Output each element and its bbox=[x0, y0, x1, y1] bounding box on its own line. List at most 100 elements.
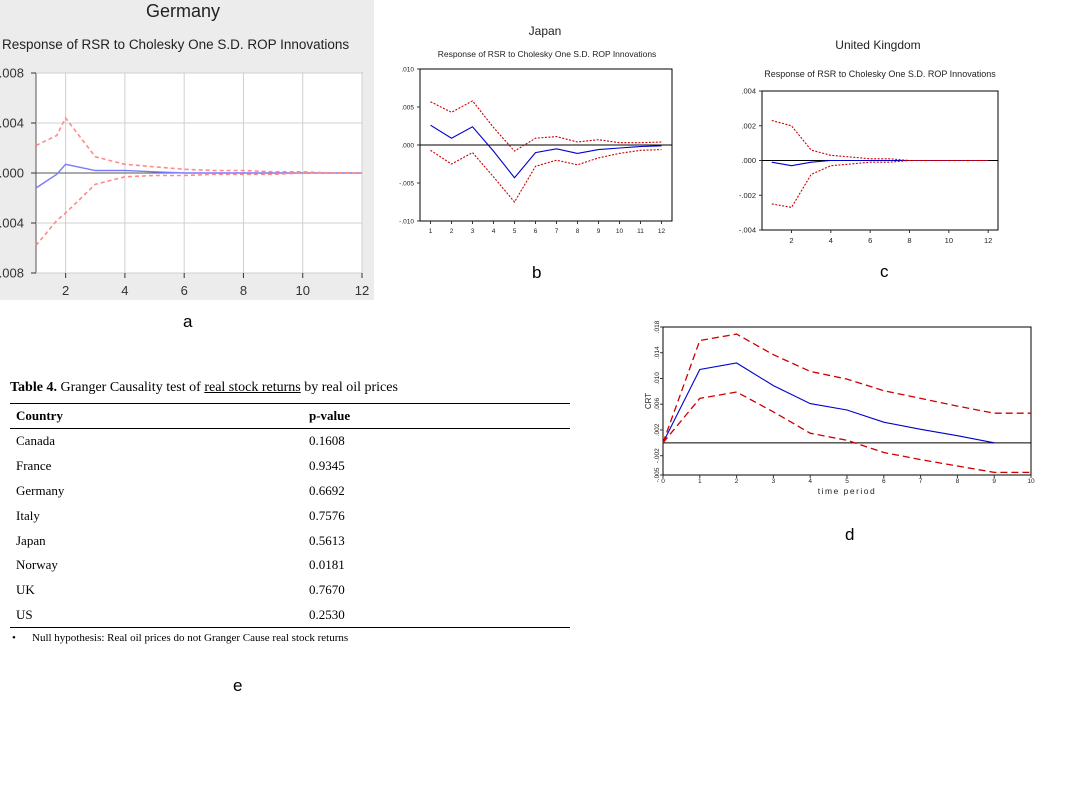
japan-chart-subtitle: Response of RSR to Cholesky One S.D. ROP… bbox=[438, 49, 657, 59]
x-tick-label: 10 bbox=[945, 236, 953, 245]
table-row: UK 0.7670 bbox=[10, 578, 570, 603]
p-value-cell: 0.1608 bbox=[309, 433, 345, 449]
japan-chart: Japan Response of RSR to Cholesky One S.… bbox=[399, 24, 673, 235]
x-tick-label: 11 bbox=[637, 228, 644, 235]
table-row: Japan 0.5613 bbox=[10, 528, 570, 553]
x-tick-label: 10 bbox=[1027, 478, 1035, 485]
x-tick-label: 6 bbox=[868, 236, 872, 245]
granger-causality-table: Table 4. Granger Causality test of real … bbox=[10, 380, 570, 644]
table-caption-underlined: real stock returns bbox=[204, 380, 301, 395]
p-value-cell: 0.5613 bbox=[309, 532, 345, 548]
x-tick-label: 12 bbox=[355, 283, 369, 298]
germany-chart-title: Germany bbox=[146, 1, 220, 21]
x-tick-label: 2 bbox=[450, 228, 454, 235]
x-tick-label: 12 bbox=[658, 228, 666, 235]
x-tick-label: 12 bbox=[984, 236, 992, 245]
p-value-cell: 0.7670 bbox=[309, 582, 345, 598]
p-value-cell: 0.6692 bbox=[309, 482, 345, 498]
table-footnote: • Null hypothesis: Real oil prices do not… bbox=[10, 632, 570, 644]
y-tick-label: .000 bbox=[0, 166, 24, 181]
p-value-cell: 0.7576 bbox=[309, 507, 345, 523]
x-tick-label: 8 bbox=[907, 236, 911, 245]
p-value-cell: 0.2530 bbox=[303, 602, 570, 629]
germany-chart-subtitle: Response of RSR to Cholesky One S.D. ROP… bbox=[2, 37, 349, 52]
japan-upper-line bbox=[430, 100, 662, 152]
column-header-country: Country bbox=[10, 403, 303, 429]
panel-d-upper-line bbox=[662, 333, 1031, 444]
uk-lower-line bbox=[771, 159, 989, 209]
x-tick-label: 6 bbox=[534, 228, 538, 235]
x-tick-label: 4 bbox=[492, 228, 496, 235]
x-tick-label: 7 bbox=[919, 478, 923, 485]
x-tick-label: 8 bbox=[956, 478, 960, 485]
panel-label-d: d bbox=[845, 525, 855, 544]
x-tick-label: 8 bbox=[240, 283, 247, 298]
panel-label-c: c bbox=[880, 262, 889, 281]
table-row: US 0.2530 bbox=[10, 602, 570, 629]
p-value-cell: 0.9345 bbox=[309, 458, 345, 474]
x-tick-label: 2 bbox=[62, 283, 69, 298]
panel-d-xlabel: time period bbox=[818, 486, 877, 496]
country-cell: UK bbox=[16, 582, 35, 598]
x-tick-label: 5 bbox=[845, 478, 849, 485]
x-tick-label: 7 bbox=[555, 228, 559, 235]
x-tick-label: 10 bbox=[295, 283, 309, 298]
uk-chart: United Kingdom Response of RSR to Choles… bbox=[739, 38, 999, 245]
table-row: France 0.9345 bbox=[10, 454, 570, 479]
table-body: Country p-value Canada 0.1608 France 0.934… bbox=[10, 403, 570, 629]
table-row: Germany 0.6692 bbox=[10, 479, 570, 504]
y-tick-label: .006 bbox=[654, 398, 661, 411]
y-tick-label: -.005 bbox=[654, 467, 661, 482]
x-tick-label: 3 bbox=[772, 478, 776, 485]
x-tick-label: 4 bbox=[808, 478, 812, 485]
table-row: Norway 0.0181 bbox=[10, 553, 570, 578]
panel-label-a: a bbox=[183, 312, 193, 331]
y-tick-label: .004 bbox=[741, 87, 756, 96]
country-cell: Germany bbox=[16, 482, 65, 498]
japan-chart-title: Japan bbox=[529, 24, 562, 38]
table-row: Italy 0.7576 bbox=[10, 503, 570, 528]
x-tick-label: 10 bbox=[616, 228, 624, 235]
panel-d-ylabel: CRT bbox=[644, 393, 653, 409]
y-tick-label: .010 bbox=[654, 372, 661, 385]
x-tick-label: 6 bbox=[181, 283, 188, 298]
footnote-bullet: • bbox=[12, 632, 16, 645]
y-tick-label: .008 bbox=[0, 66, 24, 81]
panel-d-chart: CRT time period -.005 -.002 .002 .006 .010 .0… bbox=[644, 320, 1035, 496]
column-header-p-value: p-value bbox=[303, 403, 570, 429]
uk-chart-subtitle: Response of RSR to Cholesky One S.D. ROP… bbox=[764, 69, 996, 79]
germany-response-line bbox=[35, 163, 362, 189]
x-tick-label: 5 bbox=[513, 228, 517, 235]
x-tick-label: 6 bbox=[882, 478, 886, 485]
y-tick-label: -.005 bbox=[399, 180, 414, 187]
japan-lower-line bbox=[430, 149, 662, 203]
y-tick-label: -.002 bbox=[739, 191, 756, 200]
y-tick-label: .000 bbox=[401, 142, 414, 149]
y-tick-label: .004 bbox=[0, 116, 24, 131]
x-tick-label: 3 bbox=[471, 228, 475, 235]
y-tick-label: -.010 bbox=[399, 218, 414, 225]
y-tick-label: -.002 bbox=[654, 448, 661, 463]
panel-d-plot-area bbox=[662, 326, 1032, 476]
x-tick-label: 0 bbox=[661, 478, 665, 485]
country-cell: Canada bbox=[16, 433, 55, 449]
x-tick-label: 2 bbox=[735, 478, 739, 485]
germany-lower-line bbox=[35, 172, 362, 247]
table-caption-suffix: by real oil prices bbox=[300, 380, 398, 395]
y-tick-label: -.004 bbox=[739, 226, 756, 235]
x-tick-label: 2 bbox=[789, 236, 793, 245]
panel-d-lower-line bbox=[662, 391, 1031, 474]
y-tick-label: .010 bbox=[401, 66, 414, 73]
x-tick-label: 8 bbox=[576, 228, 580, 235]
x-tick-label: 4 bbox=[121, 283, 128, 298]
germany-chart: Germany Response of RSR to Cholesky One … bbox=[0, 0, 374, 300]
x-tick-label: 9 bbox=[597, 228, 601, 235]
germany-upper-line bbox=[35, 116, 362, 174]
footnote-text: Null hypothesis: Real oil prices do not … bbox=[32, 632, 349, 645]
table-caption: Table 4. Granger Causality test of real … bbox=[10, 380, 570, 396]
y-tick-label: .005 bbox=[401, 104, 414, 111]
x-tick-label: 1 bbox=[698, 478, 702, 485]
y-tick-label: .014 bbox=[654, 346, 661, 359]
table-row: Canada 0.1608 bbox=[10, 429, 570, 454]
x-tick-label: 4 bbox=[829, 236, 833, 245]
